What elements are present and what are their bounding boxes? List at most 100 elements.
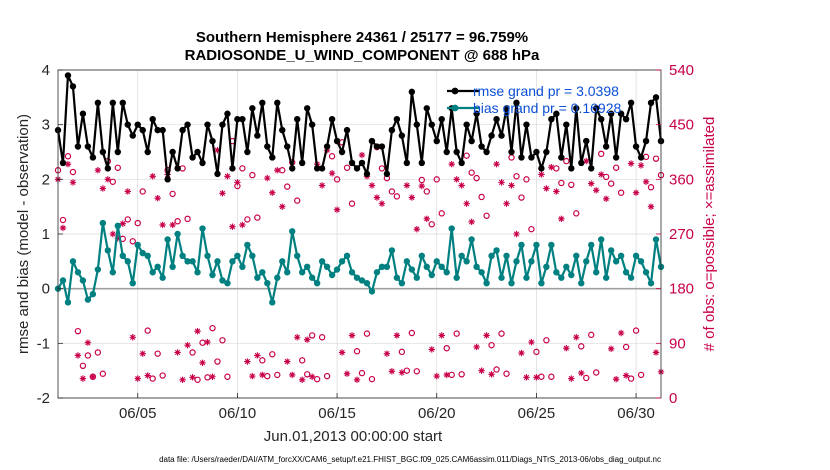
bias-point — [313, 280, 321, 287]
rmse-point — [174, 165, 181, 172]
obs-assimilated-marker — [543, 185, 550, 192]
rmse-point — [563, 121, 570, 128]
y-tick-label: 3 — [42, 117, 50, 134]
rmse-point — [204, 121, 211, 128]
obs-assimilated-marker — [518, 349, 525, 357]
rmse-point — [578, 159, 585, 167]
obs-possible-marker — [622, 343, 630, 351]
obs-possible-marker — [264, 372, 271, 380]
bias-point — [612, 258, 620, 265]
obs-assimilated-marker — [627, 160, 635, 167]
y-tick-label: 1 — [42, 226, 50, 243]
obs-assimilated-marker — [553, 188, 560, 195]
obs-assimilated-marker — [647, 203, 655, 210]
obs-assimilated-marker — [169, 221, 176, 229]
obs-possible-marker — [358, 369, 366, 377]
obs-possible-marker — [79, 362, 87, 370]
obs-assimilated-marker — [493, 160, 500, 168]
obs-assimilated-marker — [383, 350, 391, 357]
rmse-point — [473, 110, 480, 117]
bias-point — [488, 252, 495, 260]
obs-possible-marker — [333, 176, 341, 183]
obs-possible-marker — [523, 176, 530, 183]
bias-point — [318, 258, 326, 265]
obs-assimilated-marker — [328, 170, 336, 177]
obs-assimilated-marker — [74, 352, 82, 359]
rmse-point — [393, 116, 401, 123]
bias-point — [174, 230, 181, 238]
rmse-point — [413, 121, 421, 128]
y-right-tick-label: 360 — [669, 171, 694, 188]
obs-possible-marker — [528, 225, 535, 233]
obs-assimilated-marker — [428, 346, 435, 353]
obs-possible-marker — [563, 157, 570, 165]
bias-point — [224, 280, 231, 287]
rmse-point — [543, 148, 550, 156]
rmse-point — [254, 132, 261, 139]
obs-possible-marker — [59, 216, 67, 224]
y-tick-label: -2 — [37, 390, 50, 407]
obs-possible-marker — [493, 366, 500, 373]
obs-possible-marker — [602, 173, 610, 181]
bias-point — [528, 258, 535, 265]
bias-point — [289, 228, 296, 235]
y-right-tick-label: 270 — [669, 226, 694, 243]
bias-point — [508, 280, 515, 287]
obs-assimilated-marker — [513, 230, 520, 238]
obs-assimilated-marker — [418, 182, 425, 190]
bias-point — [308, 274, 316, 281]
bias-point — [403, 258, 411, 265]
rmse-point — [443, 148, 450, 156]
obs-assimilated-marker — [388, 368, 396, 375]
legend-label-bias: bias grand pr = 0.16928 — [473, 100, 621, 116]
obs-possible-marker — [139, 188, 146, 195]
obs-assimilated-marker — [159, 221, 166, 229]
bias-point — [358, 277, 366, 284]
obs-possible-marker — [74, 327, 82, 335]
x-tick-label: 06/20 — [418, 405, 456, 422]
bias-point — [279, 258, 286, 265]
obs-possible-marker — [398, 348, 406, 356]
bias-point — [129, 280, 136, 287]
obs-possible-marker — [254, 214, 261, 221]
obs-possible-marker — [553, 165, 560, 172]
obs-possible-marker — [154, 350, 161, 357]
rmse-point — [553, 110, 560, 117]
obs-assimilated-marker — [508, 182, 515, 189]
bias-point — [458, 252, 465, 260]
bias-point — [393, 274, 401, 281]
bias-point — [503, 252, 510, 260]
rmse-point — [104, 165, 112, 172]
obs-possible-marker — [269, 351, 276, 358]
bias-point — [119, 252, 126, 260]
rmse-point — [313, 165, 321, 172]
obs-assimilated-marker — [79, 375, 87, 382]
rmse-point — [468, 137, 475, 145]
bias-point — [588, 241, 595, 249]
rmse-point — [279, 126, 286, 134]
obs-assimilated-marker — [358, 151, 366, 159]
rmse-point — [363, 170, 371, 178]
obs-possible-marker — [453, 330, 460, 337]
bias-point — [627, 274, 635, 281]
rmse-point — [343, 126, 351, 134]
x-tick-label: 06/30 — [617, 405, 655, 422]
y-axis-right-label: # of obs: o=possible; ×=assimilated — [701, 117, 718, 352]
legend-swatch-marker-rmse — [451, 87, 459, 95]
x-tick-label: 06/25 — [518, 405, 556, 422]
rmse-point — [622, 116, 630, 123]
obs-assimilated-marker — [413, 225, 421, 233]
rmse-point — [533, 148, 540, 156]
series-lines — [54, 72, 665, 306]
rmse-point — [249, 105, 256, 112]
rmse-point — [244, 148, 251, 156]
bias-point — [593, 269, 600, 276]
rmse-point — [588, 165, 595, 172]
bias-point — [144, 252, 151, 260]
rmse-point — [453, 148, 460, 156]
obs-assimilated-marker — [109, 230, 117, 238]
obs-possible-marker — [612, 164, 620, 171]
obs-possible-marker — [239, 165, 246, 172]
obs-possible-marker — [114, 164, 122, 171]
bias-point — [259, 269, 266, 276]
